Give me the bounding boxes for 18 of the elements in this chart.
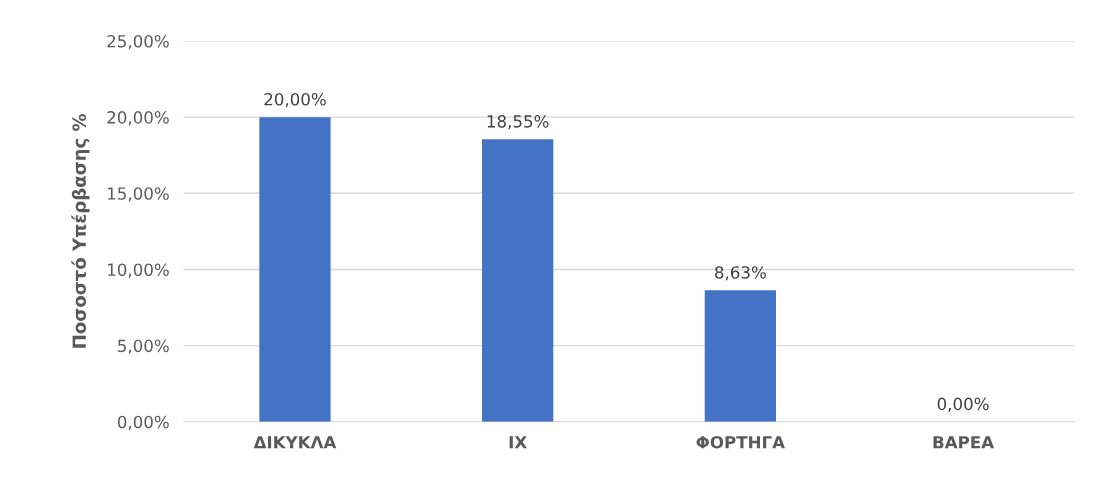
y-axis-title: Ποσοστό Υπέρβασης %	[71, 113, 90, 348]
y-tick-label: 10,00%	[108, 263, 169, 278]
y-tick-label: 20,00%	[107, 111, 169, 126]
bar	[482, 139, 554, 422]
data-label: 20,00%	[264, 92, 326, 108]
y-tick-label: 0,00%	[117, 415, 169, 431]
x-tick-label: ΒΑΡΕΑ	[933, 436, 995, 449]
y-tick-label: 15,00%	[108, 187, 169, 202]
x-tick-label: ΦΟΡΤΗΓΑ	[696, 435, 785, 449]
y-tick-label: 25,00%	[107, 34, 169, 50]
data-label: 8,63%	[715, 266, 766, 281]
y-tick-label: 5,00%	[118, 339, 169, 354]
data-label: 0,00%	[937, 397, 989, 412]
data-label: 18,55%	[487, 115, 549, 130]
x-tick-label: ΙΧ	[509, 436, 527, 449]
x-tick-label: ΔΙΚΥΚΛΑ	[253, 436, 337, 449]
bar	[704, 290, 776, 422]
bar	[259, 117, 331, 422]
